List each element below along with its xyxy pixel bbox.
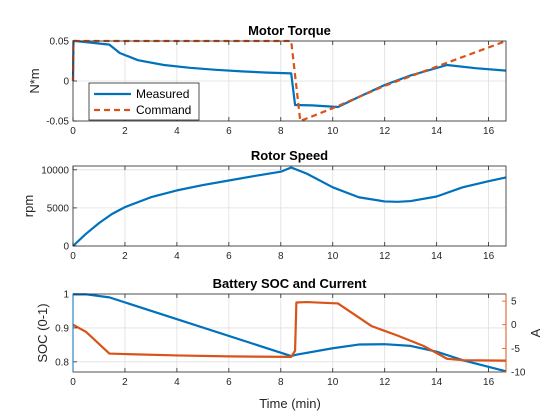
y-axis-label: rpm [21, 195, 36, 217]
x-tick-label: 0 [70, 377, 76, 388]
x-tick-label: 6 [226, 377, 232, 388]
y-tick-label: 0.9 [55, 323, 69, 334]
x-tick-label: 12 [379, 126, 391, 137]
y-right-axis-label: A [528, 328, 543, 337]
series-line-series-2 [72, 300, 507, 362]
x-tick-label: 6 [226, 126, 232, 137]
subplot-2: 0 2 4 6 8 10 12 14 16 0 5000 10000 Rotor Speed rpm [21, 148, 507, 262]
y-tick-label: -0.05 [46, 117, 69, 128]
y-tick-label: 0.05 [50, 37, 70, 48]
x-tick-label: 2 [122, 251, 128, 262]
series-line-series-1 [72, 166, 507, 247]
chart-title: Battery SOC and Current [213, 276, 368, 291]
y-right-tick-label: -10 [511, 368, 526, 379]
series-line-series-1 [73, 293, 507, 373]
chart-title: Motor Torque [248, 23, 331, 38]
x-tick-label: 8 [278, 251, 284, 262]
x-tick-label: 6 [226, 251, 232, 262]
y-tick-label: 0 [63, 77, 69, 88]
x-tick-label: 4 [174, 126, 180, 137]
x-tick-label: 16 [483, 251, 495, 262]
x-tick-label: 14 [431, 251, 443, 262]
y-tick-label: 10000 [41, 165, 69, 176]
y-tick-label: 5000 [47, 203, 70, 214]
axes-box [72, 165, 507, 247]
x-tick-label: 10 [327, 126, 339, 137]
subplot-3: 0 2 4 6 8 10 12 14 16 0.8 0.9 1 -10 -5 0 5 Battery SOC a… [35, 276, 543, 388]
x-tick-label: 4 [174, 251, 180, 262]
y-tick-label: 0.8 [55, 357, 69, 368]
y-right-tick-label: 0 [511, 320, 517, 331]
x-tick-label: 2 [122, 377, 128, 388]
y-axis-label: N*m [27, 68, 42, 93]
plot-area [73, 294, 506, 372]
x-tick-label: 4 [174, 377, 180, 388]
plot-area [73, 166, 506, 246]
x-tick-label: 10 [327, 251, 339, 262]
y-axis-label: SOC (0-1) [35, 303, 50, 362]
legend: Measured Command [88, 82, 200, 121]
x-tick-label: 12 [379, 377, 391, 388]
x-tick-label: 0 [70, 126, 76, 137]
x-tick-label: 16 [483, 377, 495, 388]
y-tick-label: 0 [63, 242, 69, 253]
x-tick-label: 0 [70, 251, 76, 262]
x-axis-label: Time (min) [259, 396, 321, 411]
x-tick-label: 12 [379, 251, 391, 262]
legend-label-command: Command [136, 103, 191, 117]
x-tick-label: 14 [431, 377, 443, 388]
y-right-tick-label: 5 [511, 297, 517, 308]
x-tick-label: 14 [431, 126, 443, 137]
chart-title: Rotor Speed [251, 148, 328, 163]
x-tick-label: 16 [483, 126, 495, 137]
legend-box [88, 82, 200, 121]
y-tick-label: 1 [63, 290, 69, 301]
x-tick-label: 2 [122, 126, 128, 137]
series-line-command [71, 39, 507, 123]
y-right-tick-label: -5 [511, 344, 520, 355]
legend-label-measured: Measured [136, 87, 189, 101]
x-tick-label: 8 [278, 377, 284, 388]
x-tick-label: 8 [278, 126, 284, 137]
x-tick-label: 10 [327, 377, 339, 388]
series-line-measured [71, 39, 507, 109]
